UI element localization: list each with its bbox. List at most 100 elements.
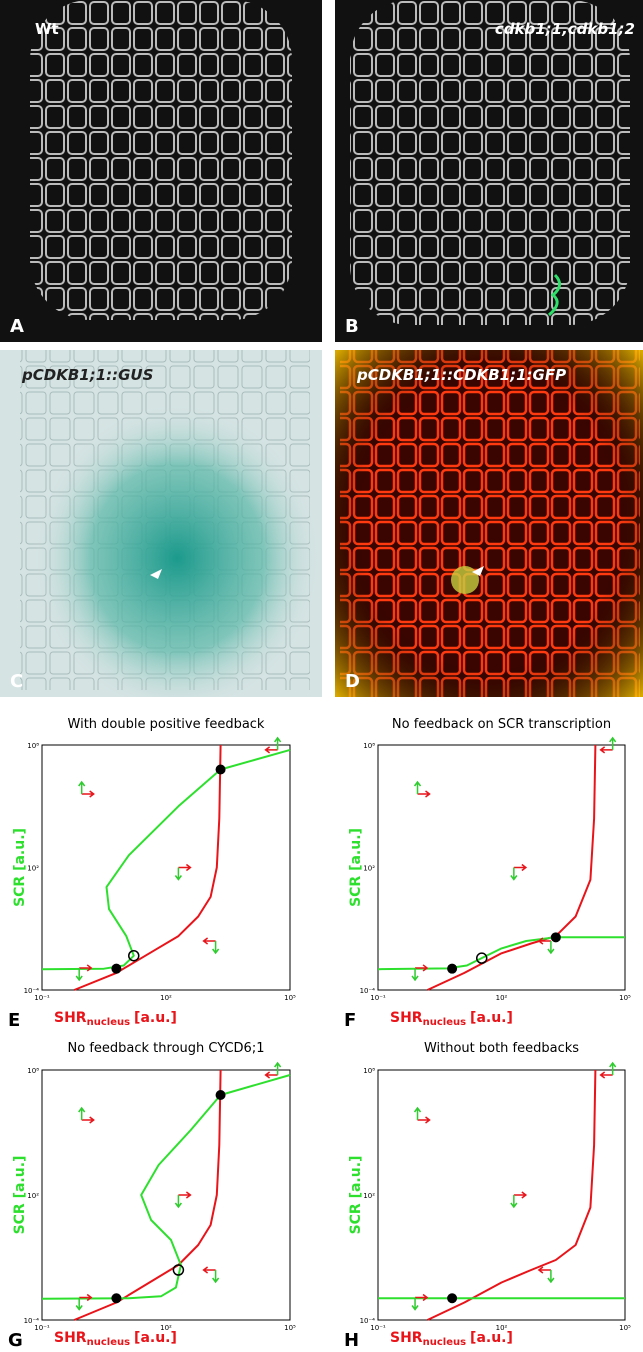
- phase-plot: With double positive feedback 10⁻¹10⁻⁴ 10²…: [8, 717, 296, 1031]
- green-arrow: [548, 941, 554, 953]
- green-arrow: [79, 782, 85, 794]
- plot-title: No feedback through CYCD6;1: [68, 1041, 265, 1056]
- panel-label: H: [344, 1330, 359, 1351]
- image-caption: pCDKB1;1::GUS: [21, 366, 153, 384]
- red-arrow: [418, 791, 430, 797]
- y-axis-label: SCR [a.u.]: [348, 1156, 364, 1235]
- x-label-main: SHR: [54, 1010, 87, 1026]
- y-tick-label: 10⁸: [363, 742, 375, 750]
- red-arrow: [204, 1267, 216, 1273]
- image-caption: Wt: [35, 20, 59, 38]
- y-tick-label: 10²: [27, 1192, 39, 1200]
- x-tick-label: 10⁻¹: [34, 994, 50, 1002]
- y-tick-label: 10²: [27, 865, 39, 873]
- y-tick-label: 10⁸: [27, 742, 39, 750]
- x-tick-label: 10⁻¹: [34, 1324, 50, 1332]
- red-arrow: [539, 1267, 551, 1273]
- green-arrow: [415, 782, 421, 794]
- plot-frame: [42, 1070, 290, 1320]
- x-label-unit: [a.u.]: [470, 1330, 513, 1346]
- figure: WtAcdkb1;1,cdkb1;2BpCDKB1;1::GUSCpCDKB1;…: [0, 0, 643, 1352]
- green-nullcline: [42, 750, 290, 969]
- red-arrow: [415, 1295, 427, 1301]
- plot-title: Without both feedbacks: [424, 1041, 579, 1056]
- phase-plot: Without both feedbacks10⁻¹10⁻⁴10²10²10⁵1…: [344, 1041, 631, 1351]
- x-label-sub: nucleus: [423, 1017, 466, 1028]
- stable-point: [216, 1090, 226, 1100]
- stable-point: [216, 765, 226, 775]
- x-tick-label: 10⁵: [619, 994, 631, 1002]
- x-tick-label: 10⁵: [284, 994, 296, 1002]
- x-tick-label: 10²: [160, 994, 172, 1002]
- green-arrow: [79, 1108, 85, 1120]
- x-label-unit: [a.u.]: [134, 1010, 177, 1026]
- panel-label: D: [345, 671, 360, 692]
- x-tick-label: 10²: [496, 994, 508, 1002]
- plot-title: No feedback on SCR transcription: [392, 717, 611, 732]
- phase-plot: No feedback on SCR transcription 10⁻¹10⁻⁴…: [344, 717, 631, 1031]
- plot-frame: [42, 745, 290, 990]
- y-tick-label: 10²: [363, 1192, 375, 1200]
- red-arrow: [418, 1117, 430, 1123]
- x-label-main: SHR: [390, 1330, 423, 1346]
- image-b: [335, 0, 643, 342]
- red-arrow: [415, 965, 427, 971]
- y-tick-label: 10²: [363, 865, 375, 873]
- red-arrow: [79, 965, 91, 971]
- y-tick-label: 10⁸: [363, 1067, 375, 1075]
- x-axis-label: SHRnucleus[a.u.]: [390, 1330, 513, 1348]
- panel-label: C: [10, 671, 23, 692]
- red-arrow: [266, 747, 278, 753]
- panel-label: B: [345, 316, 359, 337]
- red-arrow: [204, 938, 216, 944]
- x-label-unit: [a.u.]: [134, 1330, 177, 1346]
- green-arrow: [548, 1270, 554, 1282]
- red-nullcline: [74, 745, 220, 990]
- y-tick-label: 10⁻⁴: [360, 1317, 376, 1325]
- x-tick-label: 10⁻¹: [370, 1324, 386, 1332]
- red-nullcline: [74, 1070, 220, 1320]
- green-arrow: [610, 738, 616, 750]
- y-axis-label: SCR [a.u.]: [348, 828, 364, 907]
- red-arrow: [82, 1117, 94, 1123]
- y-tick-label: 10⁻⁴: [24, 987, 40, 995]
- green-arrow: [213, 941, 219, 953]
- red-arrow: [82, 791, 94, 797]
- x-label-sub: nucleus: [87, 1337, 130, 1348]
- image-d: [335, 350, 643, 697]
- panel-label: E: [8, 1010, 20, 1031]
- image-a: [0, 0, 322, 342]
- green-arrow: [610, 1063, 616, 1075]
- y-tick-label: 10⁻⁴: [360, 987, 376, 995]
- red-arrow: [601, 747, 613, 753]
- y-tick-label: 10⁸: [27, 1067, 39, 1075]
- red-nullcline: [427, 1070, 595, 1320]
- x-tick-label: 10⁵: [284, 1324, 296, 1332]
- image-caption: cdkb1;1,cdkb1;2: [495, 20, 635, 38]
- stable-point: [447, 1293, 457, 1303]
- red-arrow: [514, 865, 526, 871]
- stable-point: [111, 964, 121, 974]
- stable-point: [551, 932, 561, 942]
- red-arrow: [178, 1192, 190, 1198]
- x-axis-label: SHRnucleus[a.u.]: [54, 1010, 177, 1028]
- red-arrow: [79, 1295, 91, 1301]
- green-nullcline: [42, 1075, 290, 1299]
- x-label-main: SHR: [54, 1330, 87, 1346]
- x-tick-label: 10⁻¹: [370, 994, 386, 1002]
- image-c: [0, 350, 322, 697]
- red-arrow: [601, 1072, 613, 1078]
- x-label-unit: [a.u.]: [470, 1010, 513, 1026]
- y-tick-label: 10⁻⁴: [24, 1317, 40, 1325]
- plot-title: With double positive feedback: [68, 717, 265, 732]
- image-caption: pCDKB1;1::CDKB1;1:GFP: [356, 366, 566, 384]
- red-arrow: [514, 1192, 526, 1198]
- green-arrow: [275, 1063, 281, 1075]
- red-arrow: [266, 1072, 278, 1078]
- phase-plot: No feedback through CYCD6;1 10⁻¹10⁻⁴ 10² 10…: [8, 1041, 296, 1351]
- x-axis-label: SHRnucleus[a.u.]: [390, 1010, 513, 1028]
- stable-point: [447, 964, 457, 974]
- green-arrow: [175, 1195, 181, 1207]
- panel-label: G: [8, 1330, 23, 1351]
- panel-label: F: [344, 1010, 356, 1031]
